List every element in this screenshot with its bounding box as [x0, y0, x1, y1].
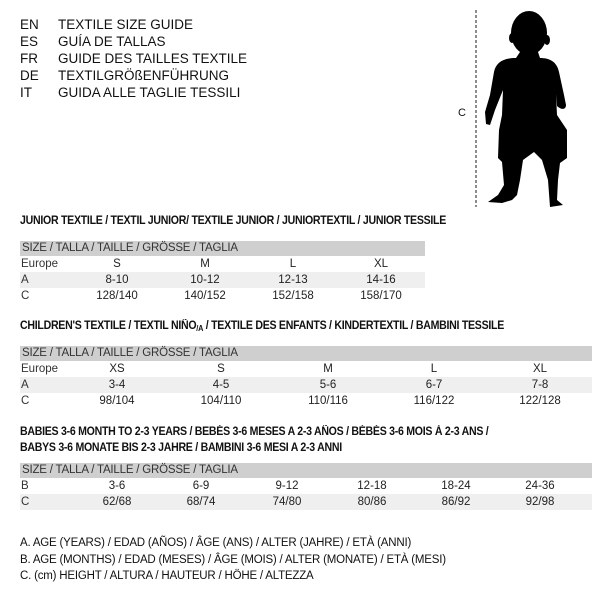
cell: 14-16 [366, 274, 396, 286]
cell: XS [109, 363, 125, 375]
cell: 8-10 [105, 274, 129, 286]
cell: L [289, 258, 297, 270]
cell: 92/98 [525, 496, 555, 508]
legend-item: C. (cm) HEIGHT / ALTURA / HAUTEUR / HÖHE… [20, 570, 314, 582]
row-label: Europe [21, 363, 59, 375]
junior-size-table: SIZE / TALLA / TAILLE / GRÖSSE / TAGLIA … [20, 241, 425, 304]
cell: XL [373, 258, 389, 270]
row-label: C [21, 290, 30, 302]
table-header: SIZE / TALLA / TAILLE / GRÖSSE / TAGLIA [20, 463, 592, 478]
title-text: / TEXTILE DES ENFANTS / KINDERTEXTIL / B… [203, 320, 505, 332]
cell: L [430, 363, 438, 375]
lang-title: GUÍA DE TALLAS [58, 34, 166, 49]
child-silhouette-icon [475, 10, 567, 207]
cell: 80/86 [357, 496, 387, 508]
cell: 140/152 [184, 290, 226, 302]
cell: 12-18 [357, 480, 387, 492]
cell: 68/74 [186, 496, 216, 508]
cell: 116/122 [413, 395, 455, 407]
table-row: A 3-4 4-5 5-6 6-7 7-8 [20, 377, 592, 393]
cell: 12-13 [278, 274, 308, 286]
row-label: A [21, 274, 29, 286]
cell: 152/158 [272, 290, 314, 302]
lang-code: DE [20, 68, 39, 83]
table-row: Europe XS S M L XL [20, 361, 592, 377]
cell: 74/80 [272, 496, 302, 508]
cell: M [323, 363, 333, 375]
babies-section-title: BABIES 3-6 MONTH TO 2-3 YEARS / BEBÉS 3-… [20, 426, 489, 438]
table-row: Europe S M L XL [20, 256, 425, 272]
cell: XL [532, 363, 548, 375]
cell: 62/68 [102, 496, 132, 508]
cell: 158/170 [360, 290, 402, 302]
lang-code: EN [20, 17, 39, 32]
legend-item: A. AGE (YEARS) / EDAD (AÑOS) / ÂGE (ANS)… [20, 537, 412, 549]
legend-item: B. AGE (MONTHS) / EDAD (MESES) / ÂGE (MO… [20, 554, 446, 566]
junior-section-title: JUNIOR TEXTILE / TEXTIL JUNIOR/ TEXTILE … [20, 215, 447, 227]
row-label: B [21, 480, 29, 492]
cell: 6-7 [425, 379, 443, 391]
lang-title: TEXTILE SIZE GUIDE [58, 17, 194, 32]
cell: 110/116 [308, 395, 348, 407]
row-label: Europe [21, 258, 59, 270]
lang-code: FR [20, 51, 38, 66]
table-row: B 3-6 6-9 9-12 12-18 18-24 24-36 [20, 478, 592, 494]
title-subscript: /A [196, 324, 204, 333]
cell: 9-12 [275, 480, 299, 492]
row-label: A [21, 379, 29, 391]
cell: 3-6 [108, 480, 126, 492]
cell: S [113, 258, 121, 270]
children-size-table: SIZE / TALLA / TAILLE / GRÖSSE / TAGLIA … [20, 346, 592, 409]
cell: 3-4 [108, 379, 126, 391]
table-row: C 128/140 140/152 152/158 158/170 [20, 288, 425, 304]
row-label: C [21, 395, 30, 407]
lang-title: GUIDA ALLE TAGLIE TESSILI [58, 85, 241, 100]
table-row: C 98/104 104/110 110/116 116/122 122/128 [20, 393, 592, 409]
cell: 104/110 [200, 395, 242, 407]
cell: 5-6 [319, 379, 337, 391]
cell: S [217, 363, 225, 375]
cell: 7-8 [531, 379, 549, 391]
children-section-title: CHILDREN'S TEXTILE / TEXTIL NIÑO/A / TEX… [20, 320, 504, 333]
cell: 98/104 [99, 395, 135, 407]
cell: 122/128 [519, 395, 561, 407]
lang-code: IT [20, 85, 32, 100]
cell: 24-36 [525, 480, 555, 492]
cell: 18-24 [441, 480, 471, 492]
cell: 4-5 [212, 379, 230, 391]
lang-code: ES [20, 34, 39, 49]
row-label: C [21, 496, 30, 508]
cell: 86/92 [441, 496, 471, 508]
height-label: C [458, 107, 466, 119]
table-header: SIZE / TALLA / TAILLE / GRÖSSE / TAGLIA [20, 241, 425, 256]
table-header: SIZE / TALLA / TAILLE / GRÖSSE / TAGLIA [20, 346, 592, 361]
lang-title: GUIDE DES TAILLES TEXTILE [58, 51, 248, 66]
lang-title: TEXTILGRÖßENFÜHRUNG [58, 68, 230, 83]
title-text: CHILDREN'S TEXTILE / TEXTIL NIÑO [20, 320, 197, 332]
table-row: C 62/68 68/74 74/80 80/86 86/92 92/98 [20, 494, 592, 510]
cell: M [200, 258, 210, 270]
babies-section-title-line2: BABYS 3-6 MONATE BIS 2-3 JAHRE / BAMBINI… [20, 442, 342, 454]
cell: 6-9 [192, 480, 210, 492]
cell: 128/140 [96, 290, 138, 302]
babies-size-table: SIZE / TALLA / TAILLE / GRÖSSE / TAGLIA … [20, 463, 592, 510]
table-row: A 8-10 10-12 12-13 14-16 [20, 272, 425, 288]
cell: 10-12 [190, 274, 220, 286]
